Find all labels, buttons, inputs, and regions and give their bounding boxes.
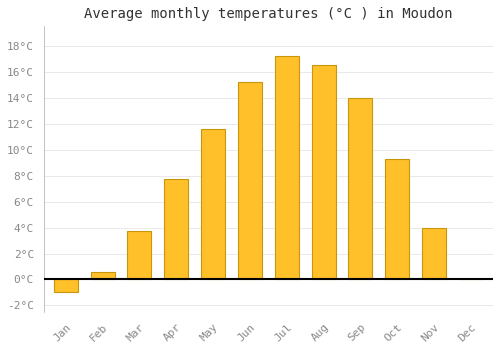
- Bar: [275, 56, 299, 280]
- Bar: [164, 180, 188, 280]
- Title: Average monthly temperatures (°C ) in Moudon: Average monthly temperatures (°C ) in Mo…: [84, 7, 452, 21]
- Bar: [422, 228, 446, 280]
- Bar: [348, 98, 372, 280]
- Bar: [312, 65, 336, 280]
- Bar: [238, 82, 262, 280]
- Bar: [54, 280, 78, 293]
- Bar: [90, 272, 114, 280]
- Bar: [201, 129, 225, 280]
- Bar: [128, 231, 152, 280]
- Bar: [386, 159, 409, 280]
